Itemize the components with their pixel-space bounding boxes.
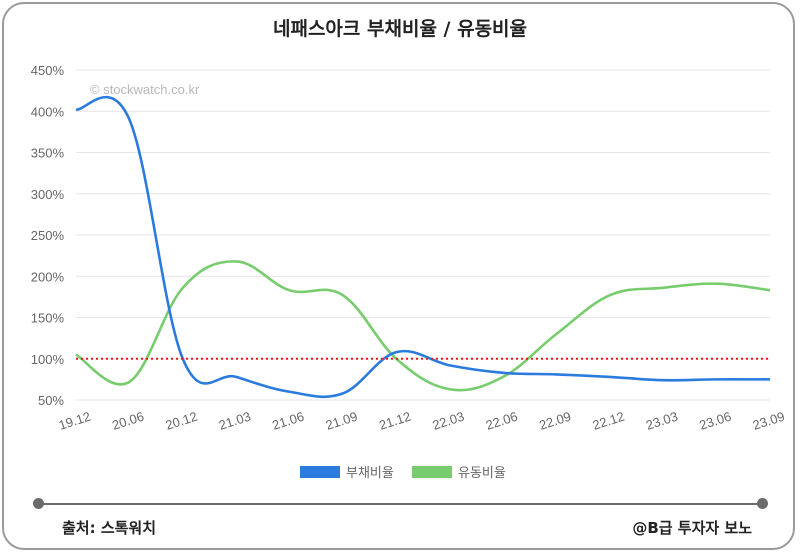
y-tick-label: 200% [31, 269, 65, 284]
y-tick-label: 300% [31, 187, 65, 202]
chart-title: 네패스아크 부채비율 / 유동비율 [272, 18, 528, 40]
x-tick-label: 21.12 [377, 409, 413, 433]
x-tick-label: 23.06 [697, 409, 733, 433]
legend-swatch [412, 466, 452, 478]
y-axis-ticks: 50% 100% 150% 200% 250% 300% 350% 400% 450% [31, 63, 65, 408]
y-tick-label: 100% [31, 352, 65, 367]
series-line-current-ratio [75, 260, 771, 392]
x-tick-label: 21.06 [270, 409, 306, 433]
author-label: @B급 투자자 보노 [632, 519, 752, 537]
x-tick-label: 22.06 [484, 409, 520, 433]
y-tick-label: 250% [31, 228, 65, 243]
series-line-debt-ratio [75, 95, 771, 399]
x-tick-label: 22.03 [431, 409, 467, 433]
y-tick-label: 400% [31, 104, 65, 119]
x-tick-label: 22.09 [537, 409, 573, 433]
divider-end-dot [33, 498, 44, 509]
x-tick-label: 20.06 [110, 409, 146, 433]
footer-divider [38, 503, 762, 505]
x-tick-label: 22.12 [591, 409, 627, 433]
x-tick-label: 21.09 [324, 409, 360, 433]
x-tick-label: 23.09 [751, 409, 787, 433]
series-lines [75, 95, 771, 399]
y-tick-label: 450% [31, 63, 65, 78]
legend-label: 부채비율 [346, 466, 394, 481]
grid-lines [76, 69, 770, 401]
legend-swatch [300, 466, 340, 478]
y-tick-label: 150% [31, 311, 65, 326]
x-tick-label: 19.12 [57, 409, 93, 433]
source-label: 출처: 스톡워치 [62, 519, 157, 537]
legend[interactable]: 부채비율 유동비율 [300, 466, 506, 481]
x-tick-label: 20.12 [164, 409, 200, 433]
x-tick-label: 23.03 [644, 409, 680, 433]
x-tick-label: 21.03 [217, 409, 253, 433]
legend-label: 유동비율 [458, 466, 506, 481]
divider-end-dot [757, 498, 768, 509]
y-tick-label: 50% [38, 393, 64, 408]
x-axis-ticks: 19.12 20.06 20.12 21.03 21.06 21.09 21.12 22.03… [57, 409, 787, 433]
y-tick-label: 350% [31, 146, 65, 161]
watermark: © stockwatch.co.kr [90, 82, 200, 97]
